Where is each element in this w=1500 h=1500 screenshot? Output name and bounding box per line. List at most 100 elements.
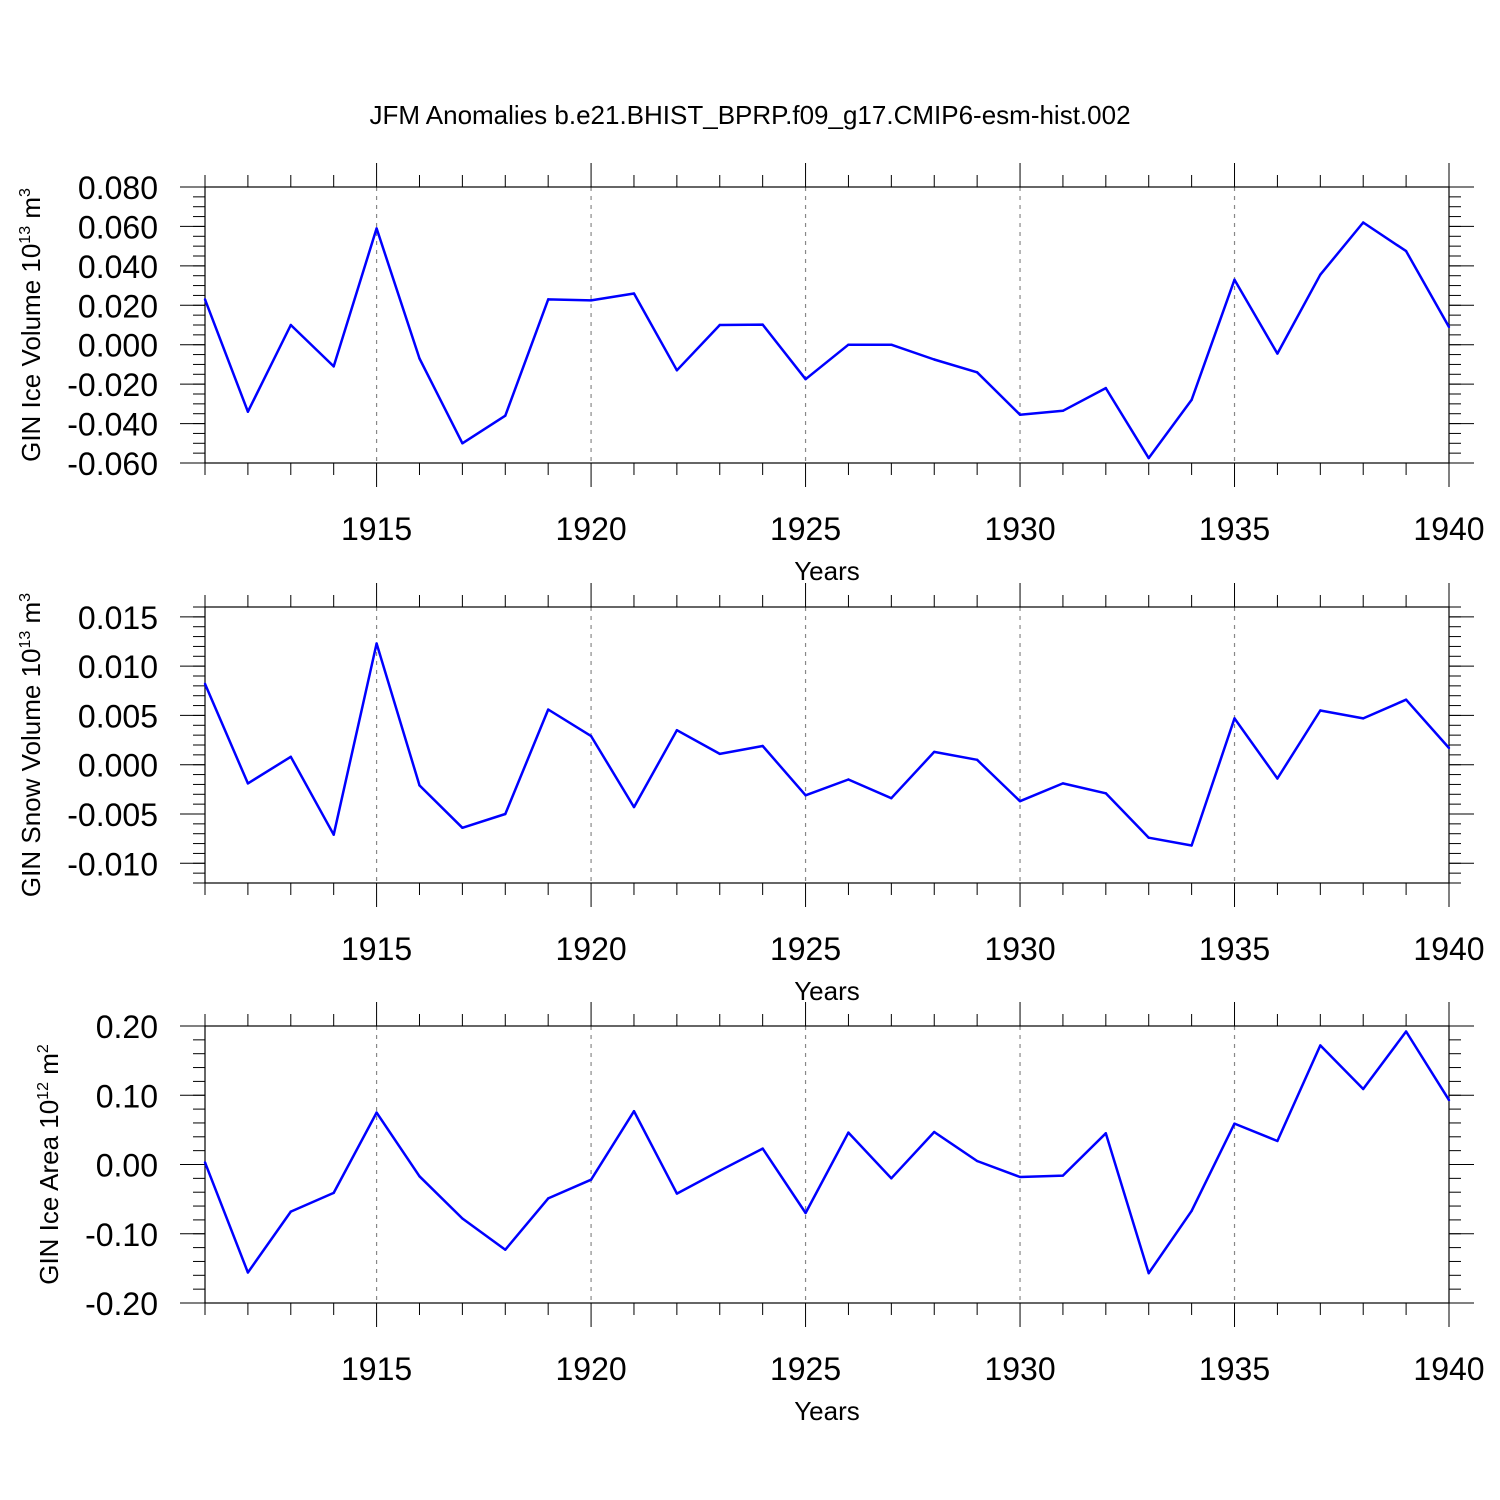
data-point bbox=[975, 1159, 979, 1163]
y-tick-label: 0.005 bbox=[78, 698, 158, 734]
data-point bbox=[1061, 782, 1065, 785]
plot-frame bbox=[204, 606, 1450, 884]
data-point bbox=[804, 1211, 807, 1215]
data-point bbox=[847, 778, 850, 781]
data-point bbox=[1190, 398, 1193, 402]
x-tick-label: 1940 bbox=[1413, 1351, 1484, 1387]
y-tick-label: 0.20 bbox=[96, 1009, 158, 1045]
y-tick-label: 0.015 bbox=[78, 600, 158, 636]
y-axis-label-superscript: 13 bbox=[17, 226, 34, 244]
data-point bbox=[1147, 836, 1150, 839]
data-point bbox=[975, 758, 979, 761]
y-tick-label: 0.080 bbox=[78, 170, 158, 206]
data-point bbox=[1104, 386, 1108, 390]
y-axis-label-superscript: 12 bbox=[35, 1082, 52, 1100]
y-tick-label: 0.000 bbox=[78, 748, 158, 784]
data-point bbox=[761, 744, 764, 748]
y-axis-label-part: GIN Ice Volume 10 bbox=[16, 244, 46, 462]
data-point bbox=[1276, 777, 1279, 780]
data-point bbox=[1104, 792, 1108, 795]
data-point bbox=[332, 833, 335, 836]
data-point bbox=[890, 343, 893, 346]
data-point bbox=[718, 323, 721, 327]
data-point bbox=[418, 357, 421, 360]
data-point bbox=[632, 292, 636, 295]
data-point bbox=[1319, 709, 1322, 712]
y-tick-label: -0.005 bbox=[67, 797, 158, 833]
x-tick-label: 1920 bbox=[555, 1351, 626, 1387]
x-tick-label: 1925 bbox=[770, 511, 841, 547]
data-point bbox=[1404, 249, 1408, 253]
data-point bbox=[203, 298, 207, 301]
data-point bbox=[546, 708, 550, 711]
data-point bbox=[1447, 1098, 1451, 1102]
data-point bbox=[375, 1111, 378, 1114]
x-tick-label: 1930 bbox=[984, 931, 1055, 967]
y-tick-label: 0.10 bbox=[96, 1078, 158, 1114]
data-point bbox=[1233, 717, 1236, 720]
data-point bbox=[1404, 1030, 1408, 1033]
data-point bbox=[933, 358, 936, 361]
y-axis-label-part: m bbox=[34, 1053, 64, 1082]
x-tick-label: 1925 bbox=[770, 1351, 841, 1387]
y-axis-label-part: m bbox=[16, 602, 46, 631]
data-point bbox=[890, 797, 893, 800]
data-point bbox=[1447, 325, 1451, 329]
y-tick-label: -0.020 bbox=[67, 367, 158, 403]
x-tick-label: 1935 bbox=[1199, 511, 1270, 547]
x-tick-label: 1935 bbox=[1199, 1351, 1270, 1387]
y-tick-label: 0.020 bbox=[78, 288, 158, 324]
x-tick-label: 1915 bbox=[341, 931, 412, 967]
data-point bbox=[675, 1192, 679, 1195]
data-point bbox=[847, 343, 850, 346]
data-point bbox=[632, 1109, 636, 1113]
y-axis-label-part: GIN Snow Volume 10 bbox=[16, 649, 46, 898]
x-tick-label: 1920 bbox=[555, 511, 626, 547]
data-point bbox=[1276, 352, 1279, 355]
y-tick-label: -0.060 bbox=[67, 446, 158, 482]
data-point bbox=[1276, 1139, 1279, 1143]
y-tick-label: -0.20 bbox=[85, 1286, 158, 1322]
data-point bbox=[589, 734, 593, 738]
data-point bbox=[375, 227, 378, 230]
data-point bbox=[1018, 413, 1022, 416]
panel-3: -0.20 -0.10 0.00 0.10 0.20 1915 1920 1925 1930 19… bbox=[34, 1002, 1485, 1426]
panels: -0.060-0.040-0.0200.0000.0200.0400.0600.… bbox=[16, 163, 1485, 1426]
data-point bbox=[546, 1197, 550, 1200]
data-point bbox=[203, 1161, 207, 1164]
y-tick-label: -0.040 bbox=[67, 407, 158, 443]
data-point bbox=[504, 812, 507, 816]
series-line bbox=[203, 642, 1450, 847]
data-point bbox=[761, 1147, 764, 1150]
data-point bbox=[1362, 221, 1365, 224]
data-point bbox=[933, 1130, 936, 1134]
chart-title: JFM Anomalies b.e21.BHIST_BPRP.f09_g17.C… bbox=[369, 100, 1130, 130]
x-tick-label: 1940 bbox=[1413, 511, 1484, 547]
y-axis-label-part: GIN Ice Area 10 bbox=[34, 1100, 64, 1285]
data-point bbox=[332, 1191, 335, 1195]
data-point bbox=[761, 323, 764, 326]
data-point bbox=[1233, 278, 1236, 281]
x-axis-label: Years bbox=[794, 1396, 860, 1426]
data-point bbox=[504, 1248, 507, 1251]
y-axis-label-superscript: 3 bbox=[17, 593, 34, 602]
data-point bbox=[933, 750, 936, 754]
data-point bbox=[589, 299, 593, 302]
data-point bbox=[246, 782, 250, 785]
y-tick-label: 0.040 bbox=[78, 249, 158, 285]
y-axis-label: GIN Ice Volume 1013 m3 bbox=[16, 188, 46, 462]
x-tick-label: 1940 bbox=[1413, 931, 1484, 967]
data-point bbox=[804, 794, 807, 797]
data-point bbox=[332, 365, 335, 368]
data-point bbox=[1319, 1044, 1322, 1047]
x-tick-label: 1920 bbox=[555, 931, 626, 967]
data-point bbox=[1018, 799, 1022, 803]
x-tick-label: 1925 bbox=[770, 931, 841, 967]
data-point bbox=[890, 1177, 893, 1180]
panel-2: -0.010 -0.005 0.000 0.005 0.010 0.015 1915 1920… bbox=[16, 583, 1485, 1006]
data-point bbox=[675, 729, 679, 732]
y-tick-label: 0.010 bbox=[78, 649, 158, 685]
data-point bbox=[203, 682, 207, 686]
